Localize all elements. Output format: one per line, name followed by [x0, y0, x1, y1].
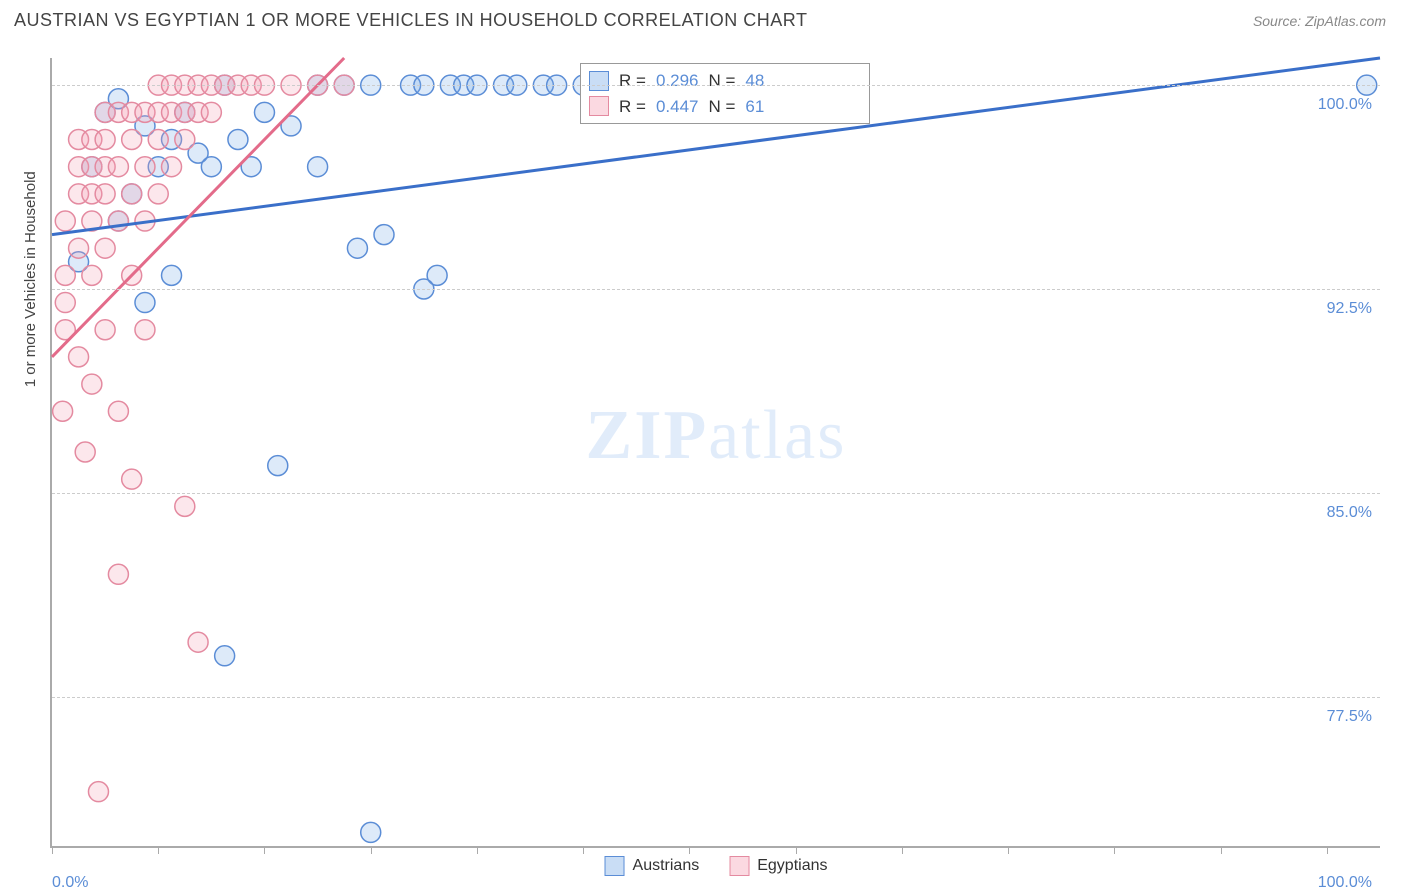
swatch-pink-icon [589, 96, 609, 116]
swatch-blue-icon [589, 71, 609, 91]
x-tick [371, 846, 372, 854]
x-tick [1327, 846, 1328, 854]
data-point-egyptians [95, 320, 115, 340]
data-point-austrians [308, 157, 328, 177]
x-axis-min-label: 0.0% [52, 874, 88, 892]
r-value-austrians: 0.296 [656, 68, 699, 94]
data-point-egyptians [69, 347, 89, 367]
data-point-austrians [228, 130, 248, 150]
gridline [52, 289, 1380, 290]
x-tick [902, 846, 903, 854]
data-point-egyptians [135, 320, 155, 340]
data-point-austrians [374, 225, 394, 245]
gridline [52, 493, 1380, 494]
chart-container: AUSTRIAN VS EGYPTIAN 1 OR MORE VEHICLES … [0, 0, 1406, 892]
n-value-egyptians: 61 [745, 94, 764, 120]
data-point-egyptians [162, 157, 182, 177]
y-tick-label: 92.5% [1327, 300, 1372, 318]
source-attribution: Source: ZipAtlas.com [1253, 13, 1386, 29]
x-tick [583, 846, 584, 854]
data-point-austrians [215, 646, 235, 666]
data-point-egyptians [95, 130, 115, 150]
legend-label-austrians: Austrians [633, 857, 700, 875]
data-point-egyptians [108, 401, 128, 421]
x-tick [689, 846, 690, 854]
data-point-egyptians [122, 130, 142, 150]
x-tick [796, 846, 797, 854]
data-point-egyptians [122, 469, 142, 489]
data-point-egyptians [135, 157, 155, 177]
y-tick-label: 100.0% [1318, 96, 1372, 114]
chart-title: AUSTRIAN VS EGYPTIAN 1 OR MORE VEHICLES … [14, 10, 807, 31]
legend-item-austrians: Austrians [605, 856, 700, 876]
x-tick [477, 846, 478, 854]
x-tick [52, 846, 53, 854]
n-value-austrians: 48 [745, 68, 764, 94]
gridline [52, 85, 1380, 86]
data-point-austrians [268, 456, 288, 476]
gridline [52, 697, 1380, 698]
data-point-egyptians [108, 157, 128, 177]
r-value-egyptians: 0.447 [656, 94, 699, 120]
data-point-egyptians [108, 564, 128, 584]
r-label: R = [619, 68, 646, 94]
data-point-egyptians [55, 265, 75, 285]
n-label: N = [708, 94, 735, 120]
data-point-egyptians [175, 496, 195, 516]
data-point-austrians [135, 293, 155, 313]
data-point-egyptians [95, 238, 115, 258]
data-point-austrians [201, 157, 221, 177]
x-tick [1114, 846, 1115, 854]
y-tick-label: 85.0% [1327, 504, 1372, 522]
chart-svg [52, 58, 1380, 846]
legend-bottom: Austrians Egyptians [605, 856, 828, 876]
x-tick [1008, 846, 1009, 854]
plot-area: 1 or more Vehicles in Household ZIPatlas… [50, 58, 1380, 848]
swatch-pink-icon [729, 856, 749, 876]
data-point-egyptians [188, 632, 208, 652]
data-point-austrians [361, 822, 381, 842]
x-tick [1221, 846, 1222, 854]
data-point-egyptians [75, 442, 95, 462]
x-axis-max-label: 100.0% [1318, 874, 1372, 892]
data-point-egyptians [201, 102, 221, 122]
x-tick [264, 846, 265, 854]
data-point-egyptians [82, 265, 102, 285]
n-label: N = [708, 68, 735, 94]
data-point-egyptians [175, 130, 195, 150]
data-point-austrians [162, 265, 182, 285]
data-point-egyptians [88, 782, 108, 802]
data-point-egyptians [82, 374, 102, 394]
data-point-austrians [347, 238, 367, 258]
data-point-egyptians [122, 184, 142, 204]
swatch-blue-icon [605, 856, 625, 876]
legend-statistics-box: R = 0.296 N = 48 R = 0.447 N = 61 [580, 63, 870, 124]
data-point-egyptians [69, 238, 89, 258]
data-point-egyptians [148, 130, 168, 150]
legend-stat-row-austrians: R = 0.296 N = 48 [589, 68, 861, 94]
chart-header: AUSTRIAN VS EGYPTIAN 1 OR MORE VEHICLES … [0, 0, 1406, 36]
data-point-egyptians [95, 184, 115, 204]
legend-item-egyptians: Egyptians [729, 856, 827, 876]
r-label: R = [619, 94, 646, 120]
data-point-egyptians [55, 293, 75, 313]
legend-stat-row-egyptians: R = 0.447 N = 61 [589, 94, 861, 120]
y-axis-title: 1 or more Vehicles in Household [22, 171, 39, 387]
y-tick-label: 77.5% [1327, 708, 1372, 726]
data-point-egyptians [55, 211, 75, 231]
x-tick [158, 846, 159, 854]
data-point-austrians [254, 102, 274, 122]
data-point-egyptians [53, 401, 73, 421]
legend-label-egyptians: Egyptians [757, 857, 827, 875]
data-point-egyptians [148, 184, 168, 204]
